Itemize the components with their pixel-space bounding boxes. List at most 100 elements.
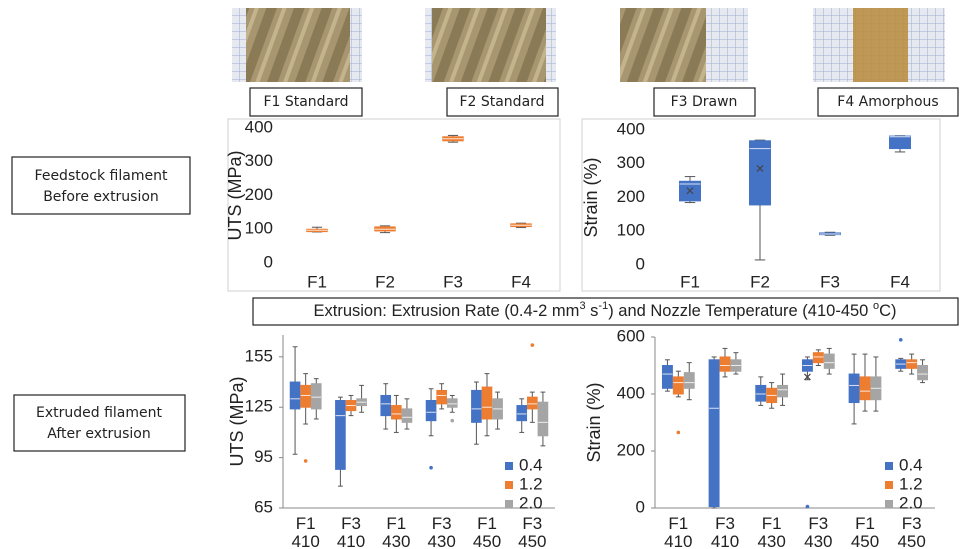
x-tick-label: F3 430 [427, 514, 455, 549]
legend-swatch [885, 462, 893, 470]
x-tick-label-line: F1 [855, 514, 875, 533]
box [335, 400, 346, 470]
box [848, 373, 860, 404]
box [823, 353, 835, 369]
x-tick-label-line: F3 [522, 514, 542, 533]
y-tick-label: 300 [617, 153, 645, 172]
x-tick-label: F1 450 [851, 514, 879, 549]
x-tick-label-line: 450 [897, 532, 925, 549]
label-box [653, 87, 756, 117]
legend-swatch [505, 481, 513, 489]
x-tick-label: F2 [375, 272, 395, 291]
x-tick-label-line: 450 [518, 532, 546, 549]
y-tick-label: 200 [617, 440, 645, 459]
y-tick-label: 200 [245, 185, 273, 204]
photo-label: F1 Standard [263, 94, 348, 110]
x-tick-label: F3 450 [518, 514, 546, 549]
photo [853, 8, 908, 82]
box [380, 394, 392, 417]
mean-marker [686, 187, 694, 195]
box [527, 396, 538, 410]
box [516, 405, 528, 422]
chart-frame [227, 118, 561, 292]
x-tick-label: F2 [750, 272, 770, 291]
box [889, 135, 911, 150]
box [300, 384, 311, 408]
outlier [303, 459, 308, 463]
x-tick-label: F1 [307, 272, 327, 291]
box [471, 389, 482, 423]
box [708, 359, 720, 508]
x-tick-label-line: F1 [477, 514, 497, 533]
photo [432, 8, 546, 82]
label-box [817, 87, 959, 117]
legend-label: 1.2 [899, 474, 923, 493]
box [481, 386, 493, 420]
row-label: Feedstock filament [35, 168, 168, 184]
row-label: Extruded filament [36, 405, 162, 421]
x-tick-label: F1 430 [757, 514, 785, 549]
x-tick-label: F3 410 [337, 514, 365, 549]
row-label-box [11, 156, 191, 215]
x-tick-label-line: 410 [711, 532, 739, 549]
banner-text: s [586, 302, 599, 320]
mean-marker [756, 165, 764, 172]
box [401, 408, 413, 423]
y-tick-label: 155 [245, 346, 273, 365]
outlier [676, 430, 681, 435]
box [661, 365, 673, 389]
box [812, 352, 824, 364]
x-tick-label-line: F3 [808, 514, 828, 533]
y-tick-label: 125 [245, 397, 273, 416]
box [436, 389, 447, 405]
legend-label: 2.0 [899, 493, 923, 512]
y-tick-label: 400 [245, 117, 273, 136]
x-tick-label: F1 450 [473, 514, 501, 549]
box [446, 398, 458, 408]
box [289, 381, 301, 410]
box [777, 384, 789, 398]
box [391, 405, 402, 420]
legend-label: 0.4 [899, 455, 923, 474]
label-box [446, 87, 559, 117]
x-tick-label-line: F1 [762, 514, 782, 533]
y-tick-label: 0 [636, 497, 645, 516]
x-tick-label: F1 410 [291, 514, 319, 549]
mean-marker [804, 373, 811, 381]
banner-sup: -1 [598, 300, 608, 312]
outlier [450, 418, 455, 423]
banner-text: C) [879, 302, 896, 320]
x-tick-label-line: F1 [386, 514, 406, 533]
legend-label: 2.0 [519, 493, 543, 512]
y-tick-label: 200 [617, 187, 645, 206]
y-tick-label: 400 [617, 383, 645, 402]
y-tick-label: 0 [636, 254, 645, 273]
x-tick-label: F3 [443, 272, 463, 291]
photo-label: F3 Drawn [671, 94, 738, 110]
x-tick-label: F4 [511, 272, 531, 291]
x-tick-label-line: F3 [715, 514, 735, 533]
box [719, 356, 731, 372]
x-tick-label-line: 410 [291, 532, 319, 549]
x-tick-label-line: F3 [341, 514, 361, 533]
x-tick-label-line: 450 [851, 532, 879, 549]
x-tick-label-line: 430 [804, 532, 832, 549]
box [425, 400, 437, 422]
banner-box [252, 297, 959, 326]
row-label: Before extrusion [43, 189, 159, 205]
box [537, 401, 549, 437]
photo-label: F2 Standard [459, 94, 544, 110]
x-tick-label: F1 [680, 272, 700, 291]
banner: Extrusion: Extrusion Rate (0.4-2 mm3 s-1… [314, 300, 897, 320]
x-tick-label-line: F3 [432, 514, 452, 533]
y-tick-label: 600 [617, 326, 645, 345]
row-label: After extrusion [47, 426, 150, 442]
banner-sup: 3 [579, 300, 585, 312]
row-label-box [13, 394, 186, 452]
chart-frame [581, 118, 941, 292]
y-axis-label: UTS (MPa) [227, 377, 247, 467]
y-tick-label: 65 [254, 497, 273, 516]
box [310, 383, 322, 410]
legend-swatch [505, 462, 513, 470]
box [859, 376, 871, 401]
